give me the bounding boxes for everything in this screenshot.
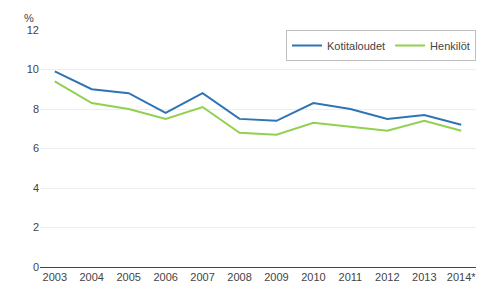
svg-text:2011: 2011 bbox=[339, 271, 363, 283]
svg-text:12: 12 bbox=[27, 24, 39, 36]
svg-text:2004: 2004 bbox=[79, 271, 103, 283]
svg-text:2006: 2006 bbox=[153, 271, 177, 283]
svg-text:2009: 2009 bbox=[264, 271, 288, 283]
svg-text:2003: 2003 bbox=[43, 271, 67, 283]
svg-text:2014*: 2014* bbox=[447, 271, 476, 283]
svg-text:2010: 2010 bbox=[301, 271, 325, 283]
svg-text:10: 10 bbox=[27, 63, 39, 75]
svg-text:0: 0 bbox=[33, 261, 39, 273]
svg-text:2007: 2007 bbox=[190, 271, 214, 283]
svg-text:2012: 2012 bbox=[375, 271, 399, 283]
svg-text:4: 4 bbox=[33, 182, 39, 194]
svg-text:Henkilöt: Henkilöt bbox=[430, 40, 470, 52]
svg-text:2013: 2013 bbox=[412, 271, 436, 283]
svg-text:Kotitaloudet: Kotitaloudet bbox=[327, 40, 385, 52]
svg-text:6: 6 bbox=[33, 142, 39, 154]
svg-text:%: % bbox=[24, 12, 34, 24]
svg-text:8: 8 bbox=[33, 103, 39, 115]
svg-text:2005: 2005 bbox=[116, 271, 140, 283]
svg-text:2008: 2008 bbox=[227, 271, 251, 283]
svg-text:2: 2 bbox=[33, 221, 39, 233]
